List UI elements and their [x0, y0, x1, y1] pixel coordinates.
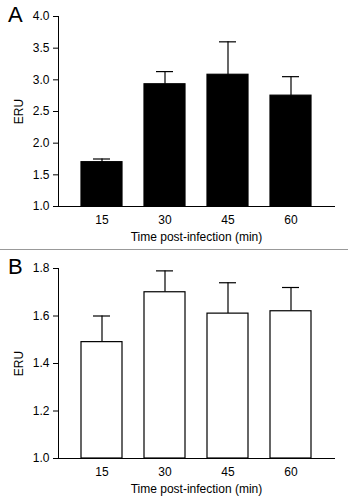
svg-text:1.2: 1.2 [33, 404, 50, 418]
svg-text:60: 60 [284, 213, 298, 227]
svg-text:2.0: 2.0 [33, 136, 50, 150]
svg-text:Time post-infection (min): Time post-infection (min) [131, 482, 263, 496]
svg-text:30: 30 [158, 213, 172, 227]
svg-text:45: 45 [221, 465, 235, 479]
svg-text:15: 15 [95, 213, 109, 227]
svg-text:1.4: 1.4 [33, 356, 50, 370]
svg-text:60: 60 [284, 465, 298, 479]
svg-text:1.8: 1.8 [33, 261, 50, 275]
svg-text:3.5: 3.5 [33, 41, 50, 55]
svg-text:15: 15 [95, 465, 109, 479]
svg-text:1.0: 1.0 [33, 451, 50, 465]
svg-text:1.5: 1.5 [33, 168, 50, 182]
svg-text:3.0: 3.0 [33, 73, 50, 87]
svg-text:ERU: ERU [12, 99, 26, 124]
svg-text:4.0: 4.0 [33, 9, 50, 23]
svg-text:1.0: 1.0 [33, 199, 50, 213]
svg-text:45: 45 [221, 213, 235, 227]
svg-text:Time post-infection (min): Time post-infection (min) [131, 230, 263, 244]
html-text:B: B [8, 254, 23, 279]
html-text:A: A [8, 2, 23, 27]
svg-text:30: 30 [158, 465, 172, 479]
svg-text:2.5: 2.5 [33, 104, 50, 118]
svg-text:1.6: 1.6 [33, 309, 50, 323]
svg-text:ERU: ERU [12, 351, 26, 376]
